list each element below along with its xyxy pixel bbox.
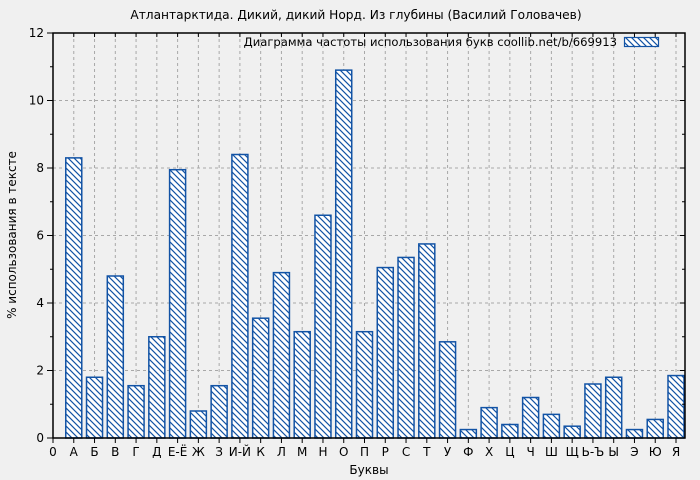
x-tick-label: П <box>360 445 369 459</box>
y-tick-label: 10 <box>29 94 44 108</box>
bar-Я <box>667 374 685 439</box>
y-tick-label: 4 <box>36 296 44 310</box>
bar-Л <box>272 271 291 439</box>
x-tick-label: Д <box>152 445 161 459</box>
legend-swatch <box>623 36 660 48</box>
x-tick-label: С <box>402 445 410 459</box>
x-tick-label: И-Й <box>229 444 251 459</box>
bar-Е-Ё <box>168 168 187 439</box>
x-tick-label: Н <box>318 445 327 459</box>
bar-Б <box>85 376 104 439</box>
x-tick-label: Ш <box>545 445 558 459</box>
x-tick-label: У <box>444 445 452 459</box>
bar-К <box>251 317 270 439</box>
y-tick-label: 8 <box>36 161 44 175</box>
x-tick-labels: 0 А Б В Г Д Е-Ё Ж З И-Й К Л М Н О П Р С Т У Ф Х Ц Ч Ш Щ Ь-Ъ Ы Э Ю Я <box>49 444 680 459</box>
x-tick-label: Е-Ё <box>168 444 188 459</box>
bar-Ч <box>521 396 540 439</box>
x-tick-label: Щ <box>566 445 579 459</box>
x-tick-label: Ц <box>505 445 514 459</box>
bar-С <box>397 256 415 439</box>
x-tick-label: Г <box>132 445 139 459</box>
x-tick-label: Ь-Ъ <box>582 445 605 459</box>
bar-М <box>293 330 311 439</box>
bar-Ь-Ъ <box>584 383 602 439</box>
x-tick-label: Х <box>485 445 493 459</box>
bar-Ы <box>604 376 623 439</box>
bars <box>65 69 685 439</box>
bar-Ю <box>646 418 664 439</box>
bar-Д <box>148 336 166 439</box>
bar-Н <box>314 214 332 439</box>
x-tick-label: М <box>297 445 307 459</box>
bar-Ж <box>189 410 208 439</box>
bar-И-Й <box>231 153 249 439</box>
x-tick-label: Ю <box>649 445 662 459</box>
x-tick-label: Ж <box>192 445 205 459</box>
x-tick-label: Т <box>422 445 431 459</box>
x-tick-label: Я <box>672 445 680 459</box>
x-tick-label: Э <box>630 445 638 459</box>
x-axis-title: Буквы <box>349 463 388 477</box>
x-tick-label: А <box>70 445 79 459</box>
bar-Ц <box>501 423 519 439</box>
bar-У <box>438 341 457 439</box>
bar-Т <box>418 243 436 439</box>
x-tick-label: Р <box>382 445 389 459</box>
x-tick-label: Л <box>277 445 286 459</box>
x-tick-label-origin: 0 <box>49 445 57 459</box>
y-tick-label: 12 <box>29 26 44 40</box>
x-tick-label: З <box>215 445 223 459</box>
bar-Щ <box>563 425 581 439</box>
bar-В <box>106 275 125 439</box>
bar-Р <box>376 266 395 439</box>
legend-label: Диаграмма частоты использования букв coo… <box>244 35 617 49</box>
x-tick-label: Ч <box>527 445 535 459</box>
x-tick-label: Ы <box>608 445 619 459</box>
x-tick-label: К <box>256 445 265 459</box>
x-tick-label: В <box>111 445 119 459</box>
chart-title: Атлантарктида. Дикий, дикий Норд. Из глу… <box>130 8 581 22</box>
x-tick-label: Б <box>90 445 98 459</box>
y-tick-label: 6 <box>36 229 44 243</box>
x-tick-label: Ф <box>463 445 473 459</box>
bar-О <box>334 69 353 439</box>
bar-А <box>65 157 83 439</box>
bar-Ш <box>542 413 561 439</box>
y-tick-label: 2 <box>36 364 44 378</box>
bar-Ф <box>459 428 478 439</box>
bar-П <box>355 330 374 439</box>
y-axis-title: % использования в тексте <box>5 151 19 319</box>
bar-Х <box>480 406 498 439</box>
bar-Г <box>127 384 145 439</box>
bar-Э <box>625 428 644 439</box>
axis-frame-and-ticks <box>47 32 686 443</box>
y-tick-labels: 0 2 4 6 8 10 12 <box>29 26 44 445</box>
bar-З <box>210 384 228 439</box>
y-tick-label: 0 <box>36 431 44 445</box>
x-tick-label: О <box>339 445 348 459</box>
